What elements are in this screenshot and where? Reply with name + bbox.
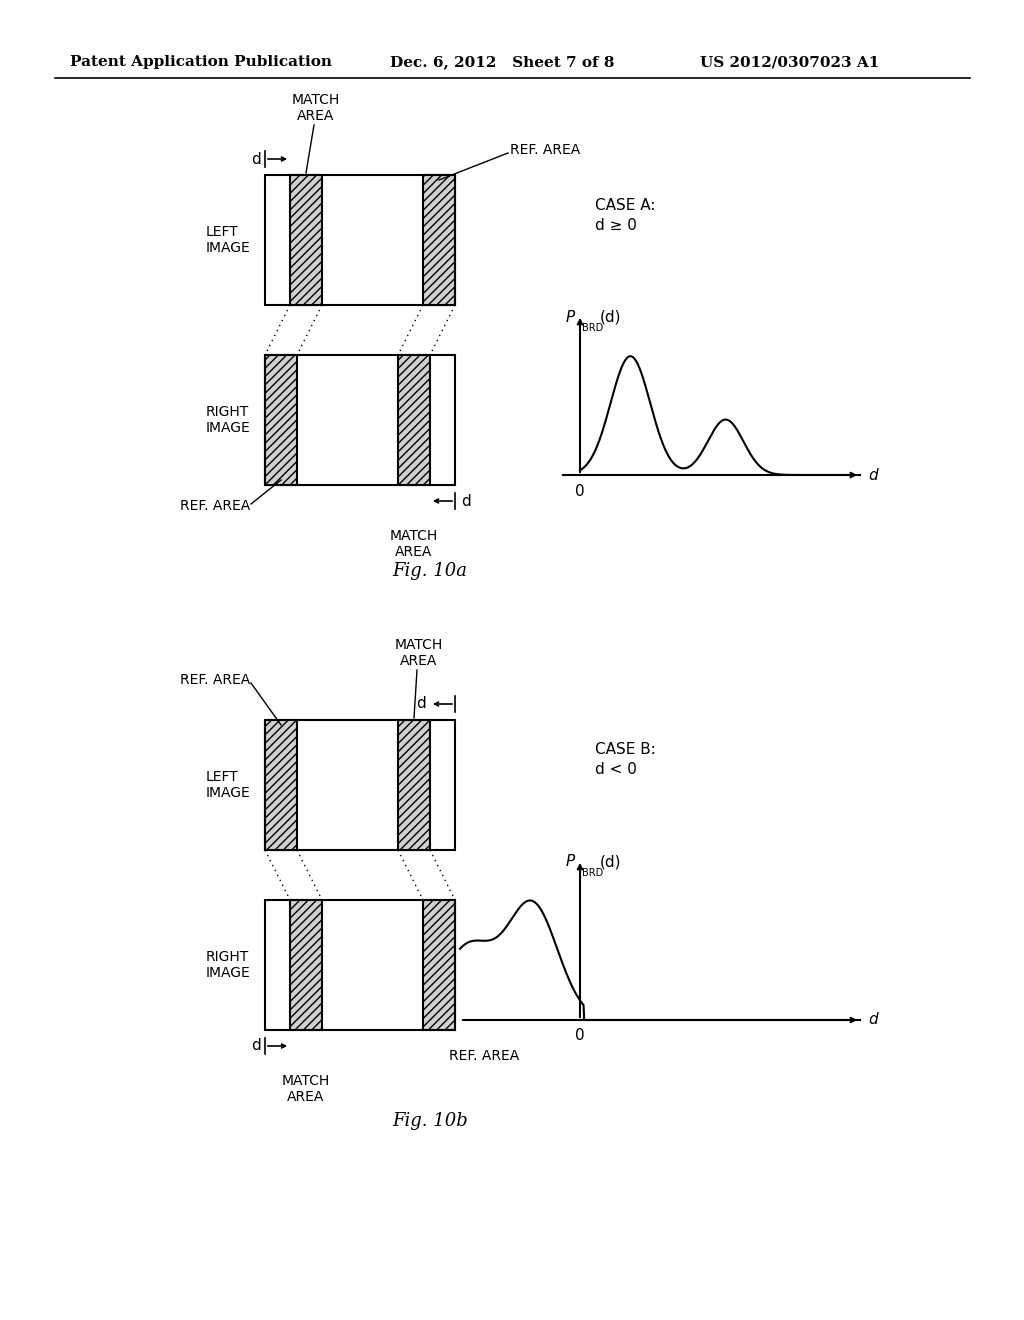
Text: d: d [868, 467, 878, 483]
Text: Fig. 10b: Fig. 10b [392, 1111, 468, 1130]
Polygon shape [265, 719, 455, 850]
Polygon shape [290, 900, 322, 1030]
Polygon shape [265, 900, 455, 1030]
Text: d < 0: d < 0 [595, 763, 637, 777]
Text: MATCH
AREA: MATCH AREA [395, 638, 443, 668]
Polygon shape [290, 176, 322, 305]
Text: (d): (d) [600, 309, 622, 325]
Text: d: d [868, 1012, 878, 1027]
Text: P: P [565, 854, 575, 870]
Text: MATCH
AREA: MATCH AREA [292, 92, 340, 123]
Polygon shape [398, 719, 430, 850]
Text: d: d [416, 697, 426, 711]
Text: MATCH
AREA: MATCH AREA [390, 529, 438, 560]
Polygon shape [423, 900, 455, 1030]
Text: (d): (d) [600, 854, 622, 870]
Polygon shape [423, 176, 455, 305]
Polygon shape [265, 719, 297, 850]
Text: BRD: BRD [582, 869, 603, 878]
Text: CASE B:: CASE B: [595, 742, 656, 758]
Polygon shape [265, 355, 455, 484]
Text: d: d [251, 152, 261, 166]
Text: 0: 0 [575, 1028, 585, 1044]
Text: LEFT
IMAGE: LEFT IMAGE [205, 770, 250, 800]
Text: 0: 0 [575, 483, 585, 499]
Text: Dec. 6, 2012   Sheet 7 of 8: Dec. 6, 2012 Sheet 7 of 8 [390, 55, 614, 69]
Text: REF. AREA: REF. AREA [510, 143, 581, 157]
Text: CASE A:: CASE A: [595, 198, 655, 213]
Text: d ≥ 0: d ≥ 0 [595, 218, 637, 232]
Text: LEFT
IMAGE: LEFT IMAGE [205, 224, 250, 255]
Text: Fig. 10a: Fig. 10a [392, 562, 468, 579]
Text: BRD: BRD [582, 323, 603, 333]
Text: d: d [251, 1039, 261, 1053]
Text: REF. AREA: REF. AREA [449, 1049, 519, 1063]
Polygon shape [398, 355, 430, 484]
Text: RIGHT
IMAGE: RIGHT IMAGE [205, 405, 250, 436]
Text: REF. AREA: REF. AREA [180, 499, 250, 513]
Text: US 2012/0307023 A1: US 2012/0307023 A1 [700, 55, 880, 69]
Text: MATCH
AREA: MATCH AREA [282, 1074, 330, 1105]
Text: REF. AREA: REF. AREA [180, 673, 250, 686]
Text: P: P [565, 309, 575, 325]
Polygon shape [265, 176, 455, 305]
Text: Patent Application Publication: Patent Application Publication [70, 55, 332, 69]
Text: RIGHT
IMAGE: RIGHT IMAGE [205, 950, 250, 979]
Polygon shape [265, 355, 297, 484]
Text: d: d [461, 494, 471, 508]
